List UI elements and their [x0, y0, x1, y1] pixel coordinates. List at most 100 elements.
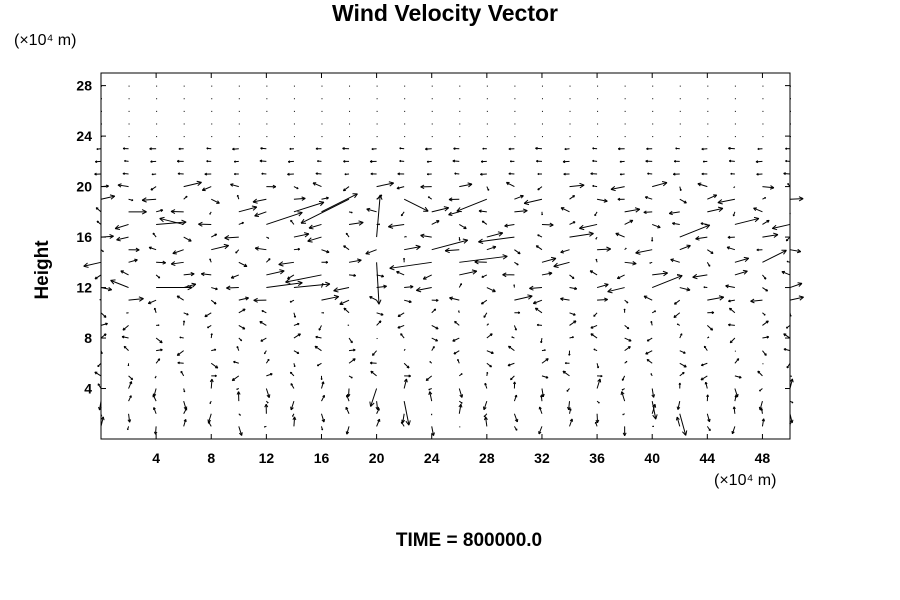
vector-arrow-head [420, 233, 425, 236]
vector-arrow-head [769, 187, 775, 190]
vector-arrow-head [483, 407, 487, 411]
vector-arrow [725, 285, 735, 289]
vector-arrow-head [797, 248, 802, 253]
vector-arrow-head [448, 214, 453, 217]
vector-arrow-head [592, 160, 595, 163]
vector-arrow-head [244, 263, 248, 267]
vector-arrow-head [114, 224, 120, 229]
vector-arrow-head [678, 275, 683, 280]
vector-arrow-head [416, 287, 421, 291]
vector-arrow-head [588, 231, 594, 234]
vector-dot [404, 123, 406, 125]
y-tick-label: 12 [76, 280, 92, 296]
vector-arrow-head [172, 250, 176, 254]
vector-arrow-head [537, 234, 540, 237]
vector-arrow [252, 198, 267, 203]
vector-arrow [211, 245, 229, 251]
vector-arrow-head [343, 160, 346, 163]
vector-arrow [529, 287, 542, 289]
vector-arrow-head [285, 281, 291, 284]
vector-arrow [376, 401, 379, 410]
vector-arrow-head [597, 378, 601, 382]
vector-arrow [293, 283, 330, 289]
vector-arrow-head [594, 214, 597, 217]
vector-arrow-head [563, 173, 566, 176]
vector-arrow-head [176, 295, 179, 299]
vector-arrow [481, 299, 488, 305]
vector-arrow-head [632, 263, 637, 266]
vector-arrow-head [187, 284, 193, 288]
vector-arrow [83, 261, 102, 267]
vector-arrow [314, 345, 322, 352]
vector-arrow-head [216, 365, 219, 369]
vector-arrow-head [399, 147, 402, 150]
vector-arrow-head [743, 270, 748, 275]
vector-arrow-head [129, 419, 132, 423]
vector-arrow-head [425, 148, 428, 151]
vector-arrow-head [492, 288, 496, 292]
vector-arrow-head [579, 227, 585, 231]
vector-dot [569, 110, 571, 112]
vector-arrow [348, 221, 364, 225]
vector-arrow-head [397, 173, 400, 176]
vector-arrow [142, 198, 157, 201]
vector-arrow-head [757, 148, 760, 151]
vector-arrow [343, 307, 350, 314]
vector-arrow-head [104, 315, 107, 318]
vector-arrow-head [701, 173, 704, 176]
vector-arrow-head [481, 220, 484, 224]
vector-arrow-head [325, 283, 331, 288]
vector-arrow-head [502, 254, 508, 257]
vector-arrow-head [297, 211, 303, 213]
vector-arrow-head [420, 186, 425, 190]
vector-arrow-head [353, 348, 356, 351]
vector-arrow-head [160, 340, 163, 344]
vector-arrow-head [183, 419, 187, 422]
vector-arrow-head [669, 213, 673, 216]
vector-arrow-head [141, 199, 147, 203]
vector-dot [541, 123, 543, 125]
vector-arrow [674, 299, 681, 305]
vector-arrow-head [388, 223, 393, 228]
vector-arrow-head [517, 311, 521, 314]
vector-arrow-head [510, 378, 513, 381]
vector-arrow-head [736, 358, 739, 360]
vector-dot [597, 110, 599, 112]
vector-arrow-head [730, 341, 733, 344]
vector-arrow-head [325, 260, 329, 263]
vector-arrow-head [444, 250, 450, 254]
vector-arrow [731, 426, 736, 434]
vector-arrow-head [579, 224, 584, 229]
vector-arrow-head [730, 173, 733, 175]
vector-arrow-head [158, 276, 161, 279]
vector-arrow [100, 323, 108, 326]
vector-dot [128, 136, 130, 138]
vector-arrow-head [560, 251, 564, 254]
vector-arrow-head [267, 358, 270, 361]
vector-arrow-head [321, 378, 323, 380]
vector-arrow-head [409, 285, 414, 288]
vector-arrow-head [798, 283, 803, 287]
vector-dot [376, 110, 378, 112]
vector-arrow-head [783, 173, 786, 176]
vector-arrow-head [597, 419, 600, 424]
vector-dot [128, 123, 130, 125]
vector-arrow [726, 246, 736, 251]
vector-arrow-head [589, 270, 593, 274]
vector-arrow [348, 274, 356, 277]
vector-dot [238, 85, 240, 87]
vector-arrow-head [200, 273, 205, 277]
vector-dot [707, 110, 709, 112]
vector-arrow-head [711, 327, 714, 331]
vector-arrow-head [482, 148, 485, 150]
vector-arrow-head [542, 393, 545, 397]
vector-arrow-head [292, 415, 294, 417]
vector-arrow-head [634, 207, 640, 210]
vector-arrow-head [162, 260, 166, 264]
vector-arrow-head [569, 418, 573, 422]
vector-dot [707, 85, 709, 87]
vector-arrow [445, 249, 460, 252]
vector-arrow-head [320, 201, 325, 207]
vector-arrow [789, 198, 804, 200]
vector-dot [211, 98, 213, 100]
